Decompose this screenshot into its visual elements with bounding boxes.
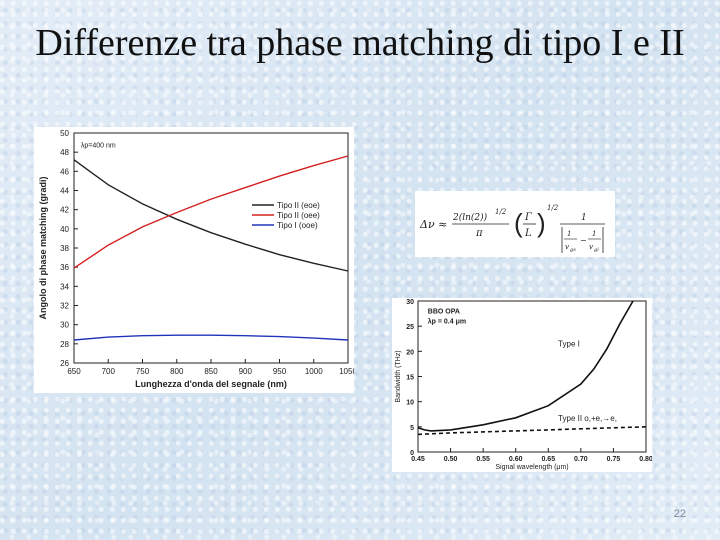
y-tick-label: 15 — [406, 375, 414, 382]
phase-matching-angle-chart: 650 700 750 800 850 900 950 1000 1050 26 28 30 32 34 3… — [34, 127, 357, 393]
formula-frac2-den: L — [524, 228, 532, 239]
series-line-0 — [73, 159, 349, 272]
formula-right-paren: ) — [537, 208, 546, 238]
y-tick-label: 30 — [406, 299, 414, 306]
x-tick-label: 1050 — [339, 367, 354, 376]
formula-inner-den1: v — [565, 243, 569, 251]
y-tick-label: 44 — [60, 187, 69, 196]
y-tick-label: 30 — [60, 321, 69, 330]
formula-left-paren: ( — [514, 208, 523, 238]
formula-inner-den2: v — [589, 243, 593, 251]
y-axis-label: Angolo di phase matching (gradi) — [38, 176, 48, 319]
y-tick-label: 10 — [406, 400, 414, 407]
y-tick-label: 40 — [60, 225, 69, 234]
x-tick-label: 800 — [170, 367, 184, 376]
formula-paren-exp: 1/2 — [547, 204, 559, 212]
slide-title: Differenze tra phase matching di tipo I … — [35, 22, 685, 64]
x-tick-label: 0.65 — [541, 456, 555, 463]
page-number: 22 — [673, 508, 686, 520]
y-tick-label: 26 — [60, 359, 69, 368]
x-tick-label: 900 — [239, 367, 253, 376]
bandwidth-chart: 0.45 0.50 0.55 0.60 0.65 0.70 0.75 0.80 0 5 10 15 20… — [392, 298, 653, 472]
y-tick-label: 38 — [60, 244, 69, 253]
y-axis-label: Bandwidth (THz) — [395, 350, 402, 402]
x-tick-label: 0.50 — [444, 456, 458, 463]
x-tick-label: 0.60 — [509, 456, 523, 463]
series-line-1 — [73, 155, 349, 269]
series-line-1 — [417, 426, 647, 436]
x-tick-label: 1000 — [305, 367, 323, 376]
formula-svg: Δν ≈ 2(ln(2)) 1/2 π ( Γ L ) 1/2 1 1 v gs… — [419, 204, 605, 253]
x-axis-label: Lunghezza d'onda del segnale (nm) — [135, 379, 287, 389]
formula-frac1-num: 2(ln(2)) — [452, 212, 488, 223]
formula-minus: − — [580, 236, 587, 245]
x-axis-label: Signal wavelength (μm) — [495, 464, 568, 471]
y-tick-label: 42 — [60, 206, 69, 215]
x-tick-label: 850 — [204, 367, 218, 376]
y-tick-label: 0 — [410, 450, 414, 457]
formula-inner-num1: 1 — [567, 230, 571, 238]
y-tick-label: 34 — [60, 282, 69, 291]
formula-frac3-num: 1 — [581, 213, 587, 223]
x-tick-label: 700 — [102, 367, 116, 376]
x-tick-label: 0.45 — [411, 456, 425, 463]
pump-wavelength-annotation: λp=400 nm — [81, 142, 116, 149]
legend-label-0: Tipo II (eoe) — [277, 201, 320, 210]
x-tick-label: 0.75 — [607, 456, 621, 463]
phase-matching-chart-svg: 650 700 750 800 850 900 950 1000 1050 26 28 30 32 34 3… — [38, 129, 357, 389]
formula-inner-den2-sub: gi — [594, 247, 599, 253]
series-line-0 — [417, 300, 634, 432]
pump-wavelength-annotation: λp = 0.4 μm — [428, 318, 466, 326]
x-tick-label: 0.80 — [639, 456, 652, 463]
y-tick-label: 48 — [60, 148, 69, 157]
bandwidth-chart-svg: 0.45 0.50 0.55 0.60 0.65 0.70 0.75 0.80 0 5 10 15 20… — [395, 299, 653, 471]
y-tick-label: 25 — [406, 324, 414, 331]
series-label-1: Type II o,+e,→e, — [558, 414, 617, 423]
y-tick-label: 5 — [410, 425, 414, 432]
y-tick-label: 32 — [60, 302, 69, 311]
y-tick-label: 36 — [60, 263, 69, 272]
formula-frac1-num-exp: 1/2 — [495, 208, 507, 216]
y-tick-label: 20 — [406, 349, 414, 356]
formula-inner-num2: 1 — [592, 230, 596, 238]
legend-label-1: Tipo II (oee) — [277, 211, 320, 220]
x-tick-label: 0.70 — [574, 456, 588, 463]
x-tick-label: 950 — [273, 367, 287, 376]
formula-inner-den1-sub: gs — [570, 247, 576, 253]
series-label-0: Type I — [558, 339, 580, 348]
x-tick-label: 0.55 — [476, 456, 490, 463]
x-tick-label: 650 — [67, 367, 81, 376]
x-tick-label: 750 — [136, 367, 150, 376]
legend-label-2: Tipo I (ooe) — [277, 221, 318, 230]
opa-title-annotation: BBO OPA — [428, 309, 460, 316]
series-line-2 — [73, 334, 349, 341]
formula-lhs: Δν ≈ — [419, 218, 447, 231]
formula-frac1-den: π — [475, 228, 483, 239]
y-tick-label: 50 — [60, 129, 69, 138]
y-tick-label: 28 — [60, 340, 69, 349]
formula-frac2-num: Γ — [524, 212, 533, 223]
bandwidth-formula: Δν ≈ 2(ln(2)) 1/2 π ( Γ L ) 1/2 1 1 v gs… — [415, 191, 615, 257]
y-tick-label: 46 — [60, 167, 69, 176]
